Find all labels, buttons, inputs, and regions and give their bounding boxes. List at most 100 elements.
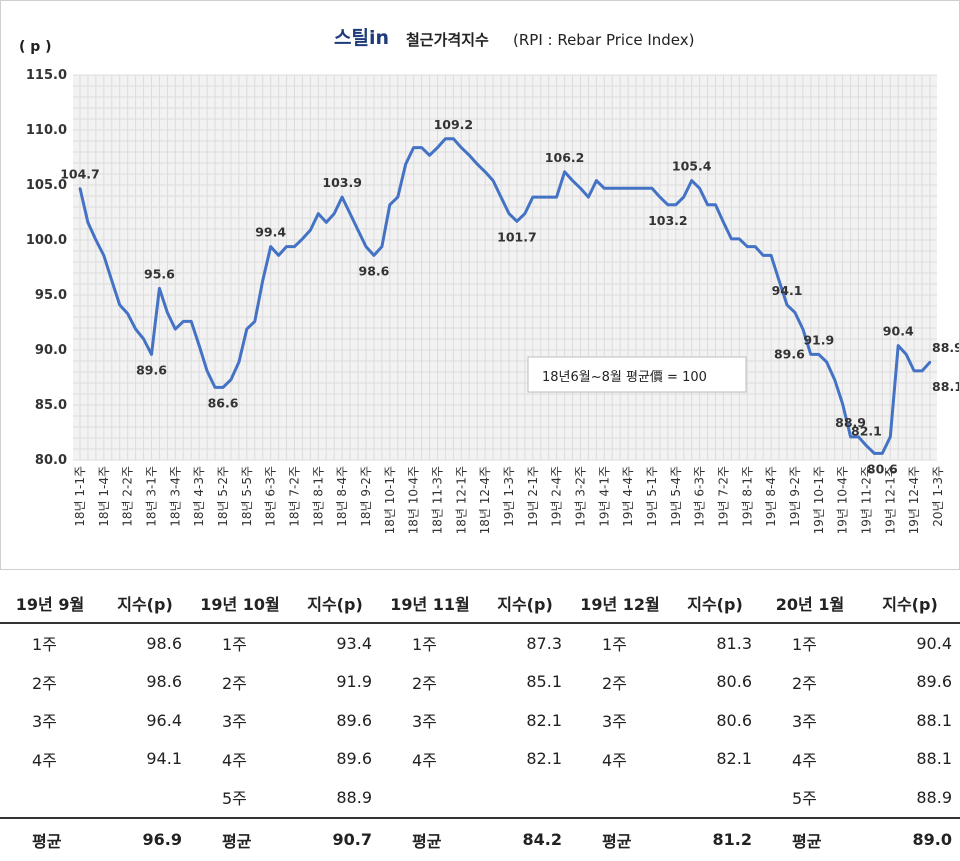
data-point	[928, 360, 932, 364]
week-cell: 4주	[412, 750, 437, 770]
value-cell: 98.6	[146, 633, 182, 653]
week-cell: 1주	[792, 635, 817, 655]
data-label: 82.1	[851, 424, 882, 439]
x-tick-label: 18년 3-4주	[168, 466, 182, 527]
x-tick-label: 18년 2-2주	[121, 466, 135, 527]
data-label: 104.7	[60, 166, 100, 181]
x-tick-label: 19년 4-1주	[597, 466, 611, 527]
data-point	[777, 279, 781, 282]
note-box: 18년6월~8월 평균價 = 100	[527, 356, 747, 393]
data-point	[261, 279, 264, 282]
data-point	[571, 179, 574, 182]
data-label: 105.4	[672, 159, 712, 174]
week-cell: 3주	[32, 712, 57, 732]
chart-subtitle: (RPI : Rebar Price Index)	[513, 31, 694, 49]
week-cell: 2주	[602, 673, 627, 693]
data-point	[205, 369, 209, 373]
x-tick-label: 18년 4-3주	[192, 466, 206, 527]
data-label: 101.7	[497, 229, 537, 244]
value-cell: 91.9	[336, 672, 372, 692]
data-point	[682, 195, 685, 199]
x-tick-label: 18년 9-2주	[359, 466, 373, 527]
x-tick-label: 18년 3-1주	[144, 466, 158, 527]
data-point	[706, 203, 709, 206]
index-header: 지수(p)	[882, 595, 938, 614]
x-tick-label: 19년 12-1주	[883, 466, 897, 534]
week-cell: 2주	[792, 673, 817, 693]
value-cell: 89.6	[916, 672, 952, 692]
data-point	[158, 287, 161, 290]
data-point	[94, 238, 98, 242]
plot-area	[73, 75, 937, 460]
x-tick-label: 18년 10-4주	[407, 466, 421, 534]
data-point	[285, 245, 288, 248]
title-logo: 스틸in	[334, 27, 389, 49]
data-label: 89.6	[136, 362, 167, 377]
note-text: 18년6월~8월 평균價 = 100	[542, 370, 707, 385]
month-header: 19년 10월	[200, 595, 280, 614]
x-tick-label: 19년 2-1주	[526, 466, 540, 527]
data-label: 103.2	[648, 213, 688, 228]
x-tick-label: 19년 2-4주	[550, 466, 564, 527]
data-point	[531, 195, 535, 199]
week-cell: 3주	[222, 712, 247, 732]
data-point	[754, 245, 757, 248]
data-label: 88.9	[932, 340, 959, 355]
data-label: 88.9	[835, 415, 866, 430]
week-cell	[570, 778, 670, 818]
data-point	[333, 212, 336, 215]
data-point	[309, 228, 312, 232]
x-tick-label: 19년 8-1주	[740, 466, 754, 527]
data-label: 94.1	[772, 283, 803, 298]
average-label: 평균	[380, 816, 480, 861]
data-point	[229, 378, 233, 381]
data-point	[277, 254, 280, 257]
data-point	[404, 162, 407, 166]
x-tick-label: 18년 8-1주	[311, 466, 325, 527]
data-point	[396, 195, 399, 199]
x-tick-label: 18년 1-1주	[73, 466, 87, 527]
y-tick-label: 110.0	[26, 123, 67, 138]
data-point	[301, 237, 304, 241]
index-header: 지수(p)	[117, 595, 173, 614]
x-tick-label: 19년 5-1주	[645, 466, 659, 527]
y-tick-label: 100.0	[26, 233, 67, 248]
x-tick-label: 19년 8-4주	[764, 466, 778, 527]
x-tick-label: 19년 5-4주	[669, 466, 683, 527]
x-tick-label: 19년 4-4주	[621, 466, 635, 527]
data-point	[904, 353, 908, 356]
average-label: 평균	[0, 816, 100, 861]
value-cell: 85.1	[526, 672, 562, 692]
data-point	[889, 435, 892, 439]
data-point	[555, 195, 558, 199]
x-tick-label: 18년 7-2주	[287, 466, 301, 527]
data-point	[491, 179, 495, 182]
x-tick-label: 18년 12-4주	[478, 466, 492, 534]
x-tick-label: 19년 9-2주	[788, 466, 802, 527]
value-cell: 89.6	[336, 749, 372, 769]
y-tick-label: 90.0	[35, 343, 67, 358]
data-point	[515, 220, 519, 223]
x-tick-label: 19년 10-4주	[836, 466, 850, 534]
index-header: 지수(p)	[687, 595, 743, 614]
week-cell: 2주	[412, 673, 437, 693]
data-point	[809, 353, 813, 356]
value-cell	[480, 778, 570, 818]
value-cell: 89.6	[336, 710, 372, 730]
week-cell: 2주	[32, 673, 57, 693]
data-point	[388, 203, 392, 206]
value-cell: 88.9	[336, 787, 372, 807]
week-cell: 2주	[222, 673, 247, 693]
data-label: 88.1	[932, 379, 959, 394]
value-cell: 93.4	[336, 633, 372, 653]
data-point	[626, 187, 630, 190]
value-cell: 94.1	[146, 749, 182, 769]
data-point	[253, 320, 256, 323]
data-point	[833, 378, 836, 381]
data-point	[142, 337, 145, 341]
data-point	[873, 452, 876, 455]
month-header: 19년 11월	[390, 595, 470, 614]
x-tick-label: 19년 3-2주	[573, 466, 587, 527]
data-point	[547, 195, 550, 199]
week-cell: 1주	[602, 635, 627, 655]
